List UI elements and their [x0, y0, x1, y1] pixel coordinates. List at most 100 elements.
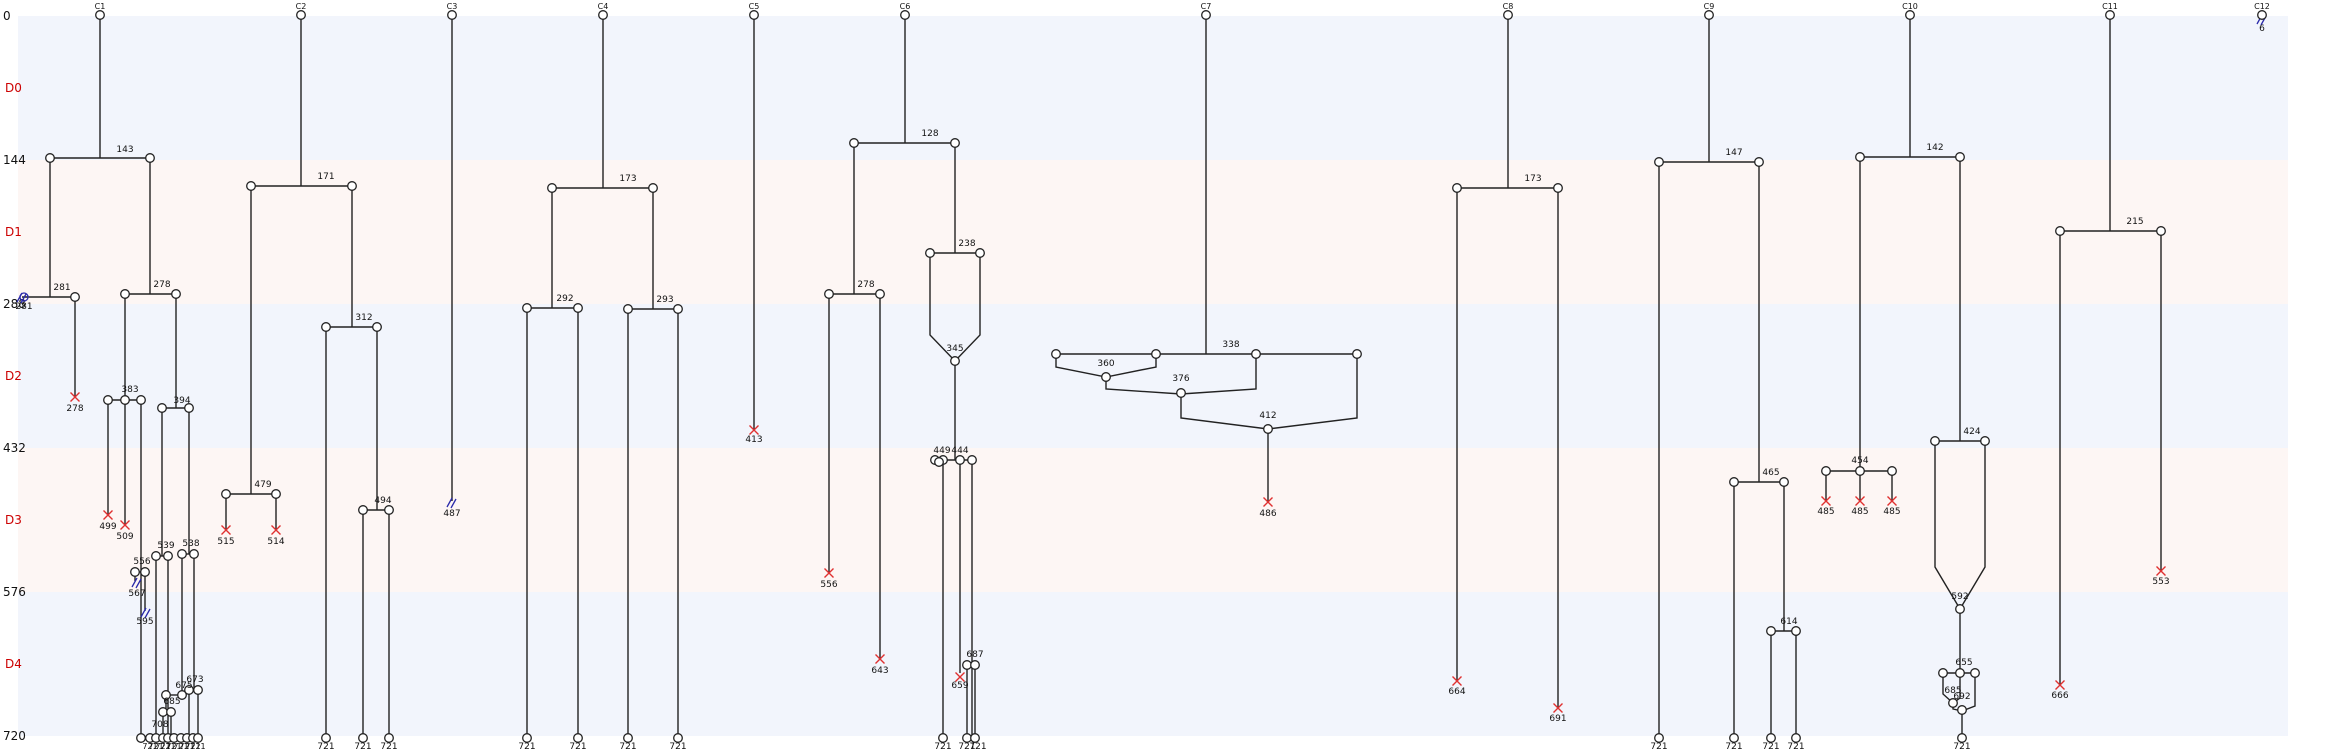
tree-node: [1779, 477, 1789, 487]
node-label: 143: [116, 145, 133, 155]
node-label: 659: [951, 681, 968, 691]
tree-node: [151, 551, 161, 561]
day-band: [18, 160, 2288, 304]
tree-node: [749, 10, 759, 20]
tree-node: [598, 10, 608, 20]
death-cross-icon: [1855, 496, 1865, 506]
tree-node: [1821, 466, 1831, 476]
node-label: 692: [1953, 692, 1970, 702]
node-label: 721: [1725, 742, 1742, 750]
node-label: 721: [173, 742, 188, 750]
node-label: 721: [185, 742, 200, 750]
tree-node: [384, 505, 394, 515]
tree-node: [70, 292, 80, 302]
death-cross-icon: [221, 525, 231, 535]
tree-node: [103, 395, 113, 405]
node-label: 595: [136, 617, 153, 627]
day-label: D0: [5, 81, 22, 95]
tree-node: [130, 567, 140, 577]
tree-node: [849, 138, 859, 148]
node-label: 360: [1097, 359, 1114, 369]
tree-node: [1654, 733, 1664, 743]
node-label: 281: [53, 283, 70, 293]
node-label: 675: [175, 681, 192, 691]
tree-node: [384, 733, 394, 743]
death-cross-icon: [271, 525, 281, 535]
tree-node: [1957, 705, 1967, 715]
column-label: C7: [1201, 2, 1212, 11]
node-label: 721: [969, 742, 986, 750]
tree-node: [166, 707, 176, 717]
node-label: 515: [217, 537, 234, 547]
node-label: 383: [121, 385, 138, 395]
tree-node: [1151, 349, 1161, 359]
tree-node: [177, 690, 187, 700]
tree-node: [1905, 10, 1915, 20]
node-label: 487: [443, 509, 460, 519]
tree-node: [1955, 668, 1965, 678]
tree-node: [1766, 733, 1776, 743]
tree-node: [184, 403, 194, 413]
time-tick-label: 720: [3, 729, 26, 743]
column-label: C11: [2102, 2, 2118, 11]
tree-node: [120, 395, 130, 405]
day-label: D2: [5, 369, 22, 383]
time-tick-label: 432: [3, 441, 26, 455]
node-label: 293: [656, 295, 673, 305]
node-label: 6: [2259, 24, 2265, 34]
tree-node: [2257, 10, 2267, 20]
node-label: 556: [133, 557, 150, 567]
node-label: 721: [148, 742, 163, 750]
death-cross-icon: [70, 392, 80, 402]
node-label: 449: [933, 446, 950, 456]
death-cross-icon: [103, 510, 113, 520]
node-label: 499: [99, 522, 116, 532]
node-label: 412: [1259, 411, 1276, 421]
tree-node: [1352, 349, 1362, 359]
node-label: 691: [1549, 714, 1566, 724]
node-label: 721: [317, 742, 334, 750]
tree-node: [321, 322, 331, 332]
node-label: 721: [354, 742, 371, 750]
tree-node: [970, 733, 980, 743]
tree-node: [157, 403, 167, 413]
node-label: 721: [1953, 742, 1970, 750]
node-label: 567: [128, 589, 145, 599]
tree-node: [975, 248, 985, 258]
node-label: 215: [2126, 217, 2143, 227]
tree-node: [140, 567, 150, 577]
node-label: 514: [267, 537, 284, 547]
tree-node: [623, 733, 633, 743]
column-label: C4: [598, 2, 609, 11]
column-label: C10: [1902, 2, 1918, 11]
tree-node: [193, 733, 203, 743]
tree-node: [246, 181, 256, 191]
tree-node: [372, 322, 382, 332]
node-label: 312: [355, 313, 372, 323]
tree-node: [1754, 157, 1764, 167]
node-label: 721: [619, 742, 636, 750]
node-label: 721: [934, 742, 951, 750]
tree-node: [347, 181, 357, 191]
tree-node: [136, 395, 146, 405]
tree-node: [824, 289, 834, 299]
death-cross-icon: [1821, 496, 1831, 506]
tree-node: [573, 733, 583, 743]
node-label: 664: [1448, 687, 1465, 697]
column-label: C9: [1704, 2, 1715, 11]
tree-node: [1980, 436, 1990, 446]
tree-node: [934, 457, 944, 467]
tree-node: [145, 153, 155, 163]
lost-track-icon: [446, 497, 457, 509]
tree-node: [925, 248, 935, 258]
column-label: C3: [447, 2, 458, 11]
day-bands: [18, 16, 2288, 736]
tree-node: [573, 303, 583, 313]
tree-node: [1938, 668, 1948, 678]
day-band: [18, 304, 2288, 448]
node-label: 721: [1650, 742, 1667, 750]
tree-node: [673, 733, 683, 743]
node-label: 142: [1926, 143, 1943, 153]
column-label: C5: [749, 2, 760, 11]
node-label: 721: [380, 742, 397, 750]
